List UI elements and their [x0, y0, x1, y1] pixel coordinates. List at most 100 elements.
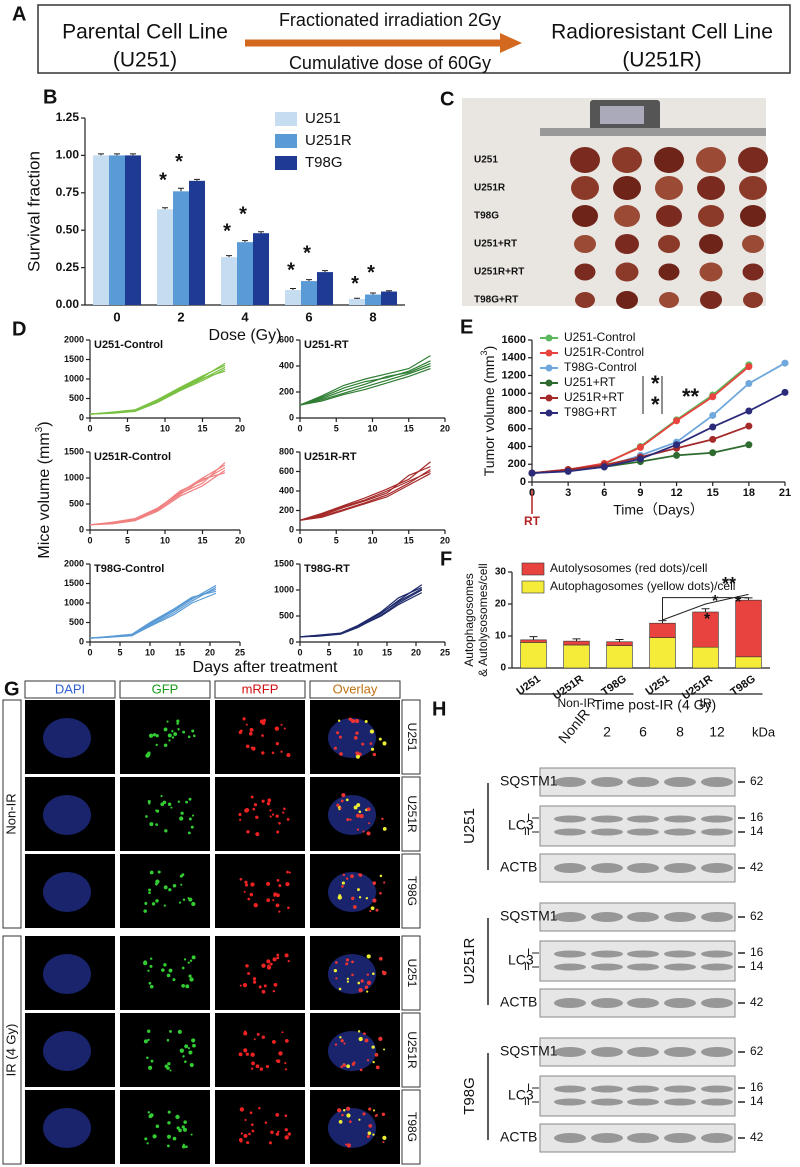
puncta — [149, 822, 154, 827]
puncta — [185, 800, 188, 804]
group-box — [2, 699, 22, 929]
puncta — [175, 1114, 180, 1120]
chart-title: T98G-RT — [304, 563, 350, 575]
row-label: U251R — [405, 1031, 419, 1069]
puncta — [250, 1123, 254, 1127]
puncta — [341, 1113, 344, 1117]
band — [554, 815, 586, 823]
puncta — [358, 1118, 361, 1121]
y-label-part: Mice volume (mm — [36, 432, 53, 558]
marker — [745, 422, 753, 430]
arrow-text: Cumulative dose of 60Gy — [289, 53, 491, 73]
tumor — [570, 147, 600, 173]
puncta — [143, 1039, 148, 1044]
puncta — [357, 873, 361, 876]
puncta — [364, 1038, 369, 1043]
legend-marker — [545, 394, 553, 402]
puncta — [248, 1132, 251, 1136]
puncta — [372, 1060, 375, 1064]
cell-line-label: Parental Cell Line — [62, 21, 228, 44]
puncta — [184, 1044, 189, 1049]
y-tick-label: 1500 — [274, 558, 294, 568]
panel-a-box — [37, 4, 791, 74]
band — [627, 777, 659, 787]
chart-title: U251-RT — [304, 339, 349, 351]
y-tick-label: 600 — [279, 334, 294, 344]
kda-label: kDa — [752, 724, 776, 739]
band — [591, 815, 623, 823]
puncta — [286, 753, 291, 758]
lane-label: 8 — [676, 724, 684, 740]
panel-label: G — [4, 678, 20, 700]
legend-label: U251-Control — [564, 330, 635, 344]
puncta — [336, 731, 340, 735]
puncta — [372, 881, 377, 885]
puncta — [369, 729, 375, 734]
band — [627, 1085, 659, 1093]
x-tick-label: 0 — [297, 535, 302, 545]
puncta — [178, 1128, 182, 1133]
marker — [745, 407, 753, 415]
micrograph — [120, 854, 210, 928]
puncta — [261, 734, 264, 737]
x-tick-label: 20 — [440, 423, 450, 433]
puncta — [155, 823, 159, 826]
puncta — [250, 795, 254, 799]
bar — [301, 281, 317, 305]
puncta — [253, 803, 258, 807]
legend-label: Autophagosomes (yellow dots)/cell — [550, 579, 735, 593]
puncta — [368, 1107, 372, 1111]
y-tick-label: 2000 — [64, 334, 84, 344]
error-bar — [178, 187, 184, 192]
puncta — [251, 746, 256, 751]
puncta — [354, 718, 360, 724]
band — [627, 912, 659, 922]
puncta — [163, 727, 168, 732]
puncta — [339, 1036, 342, 1039]
bar — [285, 290, 301, 305]
bracket — [662, 593, 749, 621]
bar-segment — [520, 639, 547, 643]
y-tick-label: 800 — [279, 446, 294, 456]
puncta — [368, 1124, 373, 1128]
puncta — [364, 985, 369, 989]
puncta — [267, 964, 270, 967]
puncta — [191, 955, 196, 960]
puncta — [372, 972, 375, 976]
puncta — [338, 1120, 343, 1124]
tumor — [742, 235, 764, 253]
nucleus — [43, 1031, 91, 1071]
error-bar — [194, 178, 200, 181]
puncta — [243, 1133, 248, 1138]
puncta — [276, 953, 280, 957]
error-bar — [370, 292, 376, 295]
legend-label: U251R — [305, 132, 352, 149]
bar-segment — [735, 599, 762, 658]
puncta — [346, 818, 350, 822]
puncta — [166, 1066, 170, 1070]
puncta — [374, 1052, 379, 1057]
x-tick-label: 5 — [334, 535, 339, 545]
puncta — [167, 1110, 171, 1114]
puncta — [256, 1032, 260, 1036]
series-line — [89, 469, 226, 526]
puncta — [255, 832, 260, 837]
chart-title: U251-Control — [94, 339, 163, 351]
puncta — [247, 897, 251, 901]
band — [664, 777, 696, 787]
legend-marker — [545, 349, 553, 357]
band — [664, 1098, 696, 1106]
significance: * — [351, 273, 359, 295]
x-tick-label: 15 — [197, 423, 207, 433]
puncta — [333, 746, 337, 750]
puncta — [145, 815, 148, 818]
puncta — [340, 1065, 343, 1069]
x-tick-label: 20 — [411, 647, 421, 657]
puncta — [382, 970, 387, 976]
row-label: U251 — [474, 155, 498, 166]
puncta — [163, 963, 167, 967]
panel-label: A — [12, 3, 26, 25]
arrow-text: Fractionated irradiation 2Gy — [279, 10, 501, 30]
significance: * — [175, 151, 183, 173]
